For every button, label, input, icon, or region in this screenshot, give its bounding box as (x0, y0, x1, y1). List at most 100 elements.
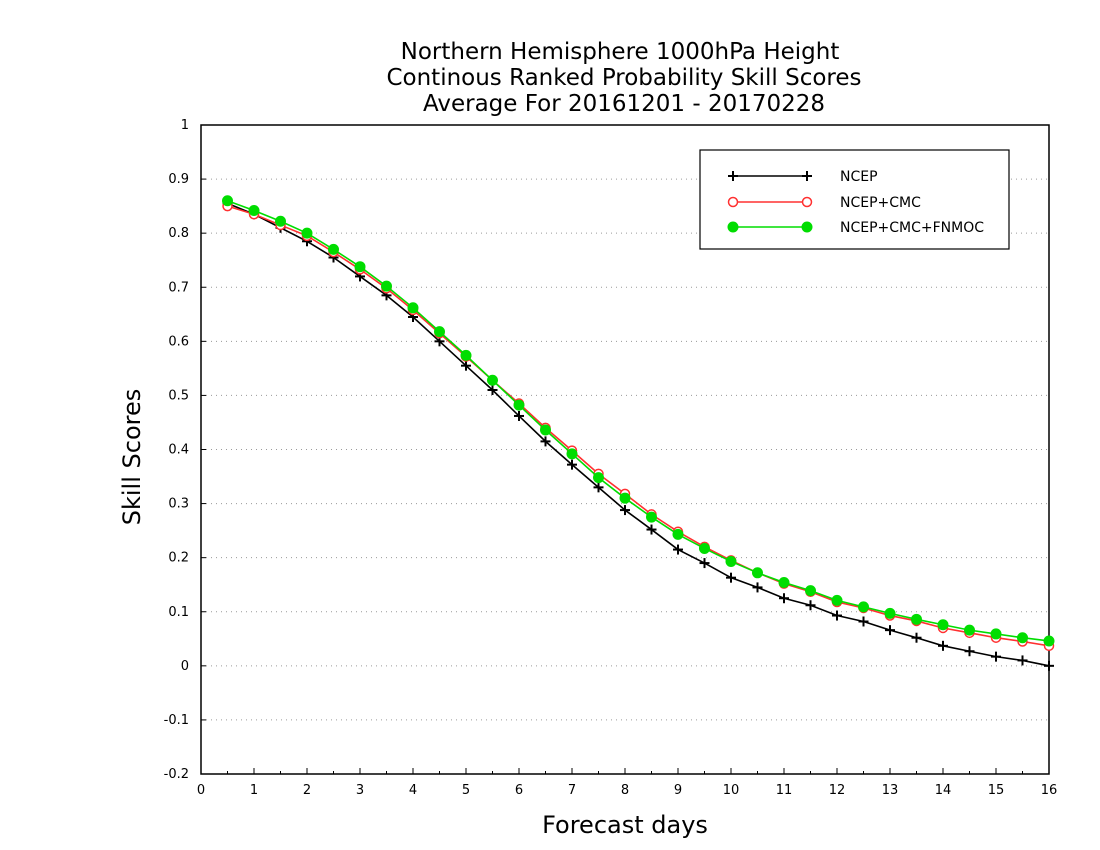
y-tick-label: -0.1 (164, 713, 189, 728)
y-tick-label: 0.2 (168, 551, 189, 566)
y-tick-label: 0.6 (168, 334, 189, 349)
data-point-ncep (646, 524, 657, 535)
data-point-ncep (461, 360, 471, 371)
data-point-ncep (699, 558, 710, 569)
x-axis: 0 1 2 3 4 5 6 7 8 9 10 11 12 13 14 15 16 (197, 768, 1057, 798)
data-point-ncep-cmc-fnmoc (566, 448, 578, 460)
x-tick-label: 15 (988, 783, 1005, 798)
data-point-ncep (726, 572, 736, 583)
data-point-ncep (673, 544, 683, 555)
series-ncep (222, 198, 1054, 671)
legend-marker (801, 221, 813, 233)
x-tick-label: 9 (674, 783, 682, 798)
data-point-ncep-cmc-fnmoc (407, 302, 419, 314)
y-tick-label: 0.4 (168, 443, 189, 458)
y-tick-label: 0.8 (168, 226, 189, 241)
x-tick-label: 7 (568, 783, 576, 798)
data-point-ncep (779, 593, 789, 604)
y-tick-label: 0.7 (168, 280, 189, 295)
series-line-ncep-cmc-fnmoc (227, 199, 1050, 642)
x-tick-label: 2 (303, 783, 311, 798)
y-tick-label: 0.5 (168, 388, 189, 403)
y-axis: -0.2 -0.1 0 0.1 0.2 0.3 0.4 0.5 0.6 0.7 0.8 0.9 1 (164, 118, 206, 782)
legend-marker (802, 171, 812, 181)
data-point-ncep-cmc-fnmoc (513, 399, 525, 411)
x-tick-label: 10 (723, 783, 740, 798)
x-tick-label: 1 (250, 783, 258, 798)
data-point-ncep (964, 646, 975, 657)
data-point-ncep-cmc-fnmoc (275, 215, 286, 227)
data-point-ncep (752, 582, 763, 593)
legend: NCEP NCEP+CMC NCEP+CMC+FNMOC (699, 149, 1010, 250)
chart-title: Northern Hemisphere 1000hPa Height Conti… (386, 39, 861, 117)
title-line-3: Average For 20161201 - 20170228 (423, 91, 825, 117)
data-point-ncep (620, 505, 630, 516)
data-point-ncep-cmc-fnmoc (805, 585, 816, 597)
legend-entry-ncep-cmc: NCEP+CMC (727, 195, 921, 211)
x-tick-label: 11 (776, 783, 793, 798)
legend-box (699, 149, 1010, 250)
data-point-ncep (938, 640, 948, 651)
series-ncep-cmc (222, 200, 1055, 652)
data-point-ncep (911, 632, 922, 643)
x-tick-label: 13 (882, 783, 899, 798)
legend-label: NCEP (840, 169, 878, 185)
y-axis-label: Skill Scores (118, 389, 146, 526)
data-point-ncep (858, 616, 869, 627)
data-point-ncep-cmc-fnmoc (381, 280, 392, 292)
x-tick-label: 14 (935, 783, 952, 798)
data-point-ncep-cmc-fnmoc (328, 243, 339, 255)
data-point-ncep-cmc-fnmoc (884, 607, 896, 619)
series-layer (222, 195, 1055, 671)
x-tick-label: 0 (197, 783, 205, 798)
series-line-ncep (227, 202, 1050, 667)
series-line-ncep-cmc (227, 205, 1050, 647)
series-ncep-cmc-fnmoc (222, 195, 1055, 647)
data-point-ncep-cmc-fnmoc (354, 261, 366, 273)
data-point-ncep (593, 482, 604, 493)
y-tick-label: 0.9 (168, 172, 189, 187)
x-tick-label: 3 (356, 783, 364, 798)
data-point-ncep (991, 651, 1001, 662)
data-point-ncep-cmc-fnmoc (778, 577, 790, 589)
data-point-ncep (832, 610, 842, 621)
data-point-ncep-cmc-fnmoc (672, 528, 684, 540)
data-point-ncep-cmc-fnmoc (434, 326, 445, 338)
x-tick-label: 12 (829, 783, 846, 798)
x-tick-label: 6 (515, 783, 523, 798)
legend-entry-ncep-cmc-fnmoc: NCEP+CMC+FNMOC (727, 220, 984, 236)
data-point-ncep-cmc-fnmoc (248, 204, 260, 216)
data-point-ncep-cmc-fnmoc (619, 492, 631, 504)
legend-marker (727, 196, 739, 208)
data-point-ncep-cmc-fnmoc (990, 628, 1002, 640)
y-tick-label: 0.3 (168, 497, 189, 512)
data-point-ncep-cmc-fnmoc (964, 624, 975, 636)
data-point-ncep-cmc-fnmoc (222, 195, 233, 207)
data-point-ncep-cmc-fnmoc (593, 472, 604, 484)
data-point-ncep-cmc-fnmoc (725, 555, 737, 567)
x-tick-label: 5 (462, 783, 470, 798)
data-point-ncep-cmc-fnmoc (699, 542, 710, 554)
data-point-ncep-cmc-fnmoc (1043, 635, 1055, 647)
y-tick-label: -0.2 (164, 767, 189, 782)
data-point-ncep (540, 436, 551, 447)
data-point-ncep-cmc-fnmoc (460, 349, 472, 361)
data-point-ncep (1017, 655, 1028, 666)
x-tick-label: 16 (1041, 783, 1058, 798)
data-point-ncep-cmc-fnmoc (1017, 632, 1028, 644)
data-point-ncep (514, 410, 524, 421)
title-line-2: Continous Ranked Probability Skill Score… (386, 65, 861, 91)
data-point-ncep-cmc-fnmoc (831, 594, 843, 606)
x-tick-label: 4 (409, 783, 417, 798)
legend-marker (801, 196, 813, 208)
legend-label: NCEP+CMC+FNMOC (840, 220, 984, 236)
legend-label: NCEP+CMC (840, 195, 921, 211)
x-tick-label: 8 (621, 783, 629, 798)
data-point-ncep-cmc-fnmoc (937, 619, 949, 631)
data-point-ncep-cmc-fnmoc (911, 613, 922, 625)
legend-marker (727, 221, 739, 233)
y-tick-label: 1 (181, 118, 189, 133)
data-point-ncep (1044, 660, 1054, 671)
data-point-ncep-cmc-fnmoc (301, 227, 313, 239)
